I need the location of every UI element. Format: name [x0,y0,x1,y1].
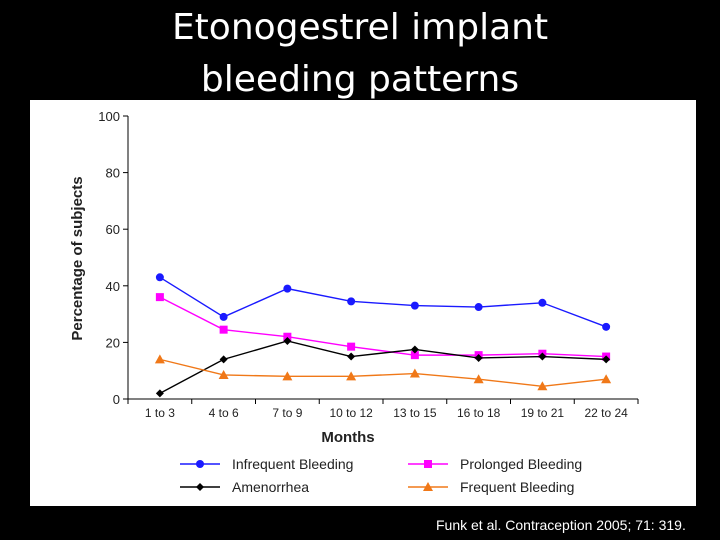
data-point-frequent-bleeding [409,368,420,378]
y-tick-label: 60 [106,222,120,237]
slide-title-line-1: Etonogestrel implant [171,7,549,48]
x-axis-title: Months [321,429,374,446]
y-axis-title: Percentage of subjects [69,176,86,340]
x-tick-label: 16 to 18 [457,406,501,420]
data-point-frequent-bleeding [601,374,612,384]
data-point-infrequent-bleeding [283,284,292,293]
legend-label-amenorrhea: Amenorrhea [232,479,309,495]
data-point-infrequent-bleeding [219,312,228,321]
data-point-infrequent-bleeding [155,273,164,282]
data-point-amenorrhea [155,389,164,398]
data-point-prolonged-bleeding [410,351,419,360]
citation: Funk et al. Contraception 2005; 71: 319. [436,517,686,533]
data-point-amenorrhea [538,352,547,361]
y-tick-label: 100 [98,109,120,124]
data-point-amenorrhea [219,355,228,364]
x-tick-label: 1 to 3 [145,406,175,420]
data-point-amenorrhea [283,336,292,345]
data-point-infrequent-bleeding [410,301,419,310]
data-point-amenorrhea [347,352,356,361]
slide-title: Etonogestrel implant bleeding patterns [60,2,660,106]
x-tick-label: 19 to 21 [521,406,565,420]
legend-marker-infrequent-bleeding [196,460,204,468]
legend-marker-prolonged-bleeding [424,460,432,468]
y-tick-label: 80 [106,166,120,181]
legend-marker-amenorrhea [196,483,204,491]
x-tick-label: 7 to 9 [272,406,302,420]
data-point-infrequent-bleeding [602,322,611,331]
line-chart: 0 20 40 60 80 100 1 to 3 4 to 6 7 to 9 10 to 12 13… [69,109,639,495]
x-tick-label: 4 to 6 [209,406,239,420]
data-point-frequent-bleeding [154,354,165,364]
data-point-prolonged-bleeding [347,342,356,351]
y-tick-label: 0 [113,392,120,407]
series-line-amenorrhea [159,340,607,394]
slide-title-line-2: bleeding patterns [200,59,520,100]
legend-label-infrequent-bleeding: Infrequent Bleeding [232,456,353,472]
x-tick-label: 10 to 12 [329,406,373,420]
data-point-infrequent-bleeding [538,298,547,307]
legend-label-prolonged-bleeding: Prolonged Bleeding [460,456,582,472]
data-point-prolonged-bleeding [219,325,228,334]
data-point-frequent-bleeding [473,374,484,384]
y-tick-label: 20 [106,335,120,350]
legend-marker-frequent-bleeding [423,482,433,491]
data-point-infrequent-bleeding [347,297,356,306]
data-point-prolonged-bleeding [283,332,292,341]
series-line-infrequent-bleeding [159,276,607,328]
data-point-amenorrhea [474,353,483,362]
data-point-frequent-bleeding [537,381,548,391]
x-tick-label: 22 to 24 [584,406,628,420]
data-point-infrequent-bleeding [474,303,483,312]
y-tick-label: 40 [106,279,120,294]
data-point-frequent-bleeding [218,369,229,379]
chart-panel: 0 20 40 60 80 100 1 to 3 4 to 6 7 to 9 10 to 12 13… [30,100,696,506]
legend-label-frequent-bleeding: Frequent Bleeding [460,479,574,495]
data-point-frequent-bleeding [346,371,357,381]
series-line-prolonged-bleeding [159,296,607,358]
x-tick-label: 13 to 15 [393,406,437,420]
data-point-prolonged-bleeding [155,293,164,302]
data-point-frequent-bleeding [282,371,293,381]
data-point-amenorrhea [602,355,611,364]
series-line-frequent-bleeding [159,358,607,387]
data-point-amenorrhea [410,345,419,354]
